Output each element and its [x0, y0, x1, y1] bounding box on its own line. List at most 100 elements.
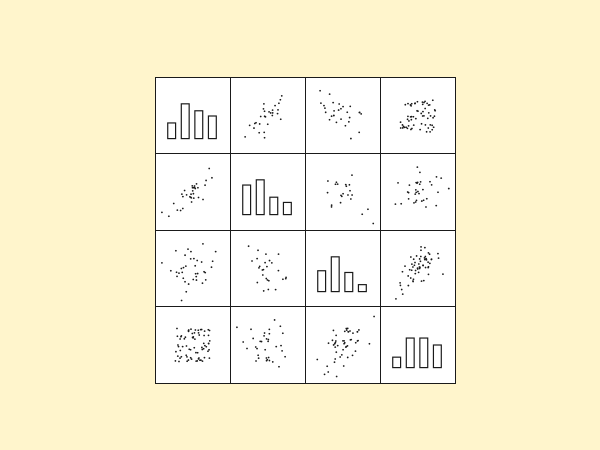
- scatter-point: [187, 282, 190, 285]
- scatter-point: [421, 100, 423, 103]
- panel-plot: [235, 319, 286, 368]
- scatter-point: [192, 346, 195, 349]
- scatter-point: [328, 92, 331, 95]
- scatter-point: [426, 260, 429, 263]
- scatter-point: [421, 110, 424, 113]
- scatter-point: [274, 288, 277, 291]
- scatter-point: [406, 284, 409, 286]
- scatter-point: [263, 348, 266, 351]
- scatter-point: [366, 208, 369, 211]
- scatter-point: [201, 198, 204, 201]
- scatter-point: [340, 195, 343, 198]
- scatter-point: [193, 185, 195, 187]
- scatter-point: [281, 332, 284, 335]
- scatter-point: [167, 215, 170, 218]
- scatter-point: [334, 334, 337, 337]
- histogram-bar: [330, 255, 340, 292]
- scatter-point: [203, 344, 206, 347]
- scatter-point: [419, 112, 422, 114]
- scatter-point: [267, 110, 270, 113]
- scatter-point: [266, 122, 269, 125]
- scatter-point: [192, 197, 195, 200]
- scatter-point: [197, 331, 199, 334]
- scatter-point: [265, 357, 267, 359]
- scatter-point: [200, 346, 203, 349]
- scatter-point: [346, 194, 349, 196]
- scatter-point: [358, 111, 361, 113]
- scatter-point: [344, 345, 347, 348]
- scatter-point: [407, 191, 409, 194]
- scatter-point: [277, 269, 279, 272]
- panel-r2-c3: [304, 153, 381, 231]
- scatter-point: [324, 110, 327, 113]
- scatter-point: [418, 267, 421, 269]
- scatter-point: [175, 209, 178, 212]
- scatter-point: [403, 264, 406, 267]
- scatter-point: [176, 355, 179, 358]
- scatter-point: [400, 288, 403, 290]
- scatter-point: [262, 107, 264, 110]
- scatter-point: [414, 191, 417, 194]
- scatter-point: [407, 119, 410, 122]
- scatter-point: [357, 329, 360, 331]
- scatter-point: [190, 201, 192, 203]
- scatter-point: [176, 344, 179, 346]
- scatter-point: [418, 257, 421, 260]
- scatter-point: [261, 273, 264, 276]
- scatter-point: [406, 102, 409, 105]
- scatter-point: [372, 315, 375, 318]
- scatter-point: [267, 356, 270, 359]
- scatter-point: [257, 266, 260, 269]
- scatter-point: [185, 193, 187, 196]
- scatter-point: [257, 131, 260, 134]
- scatter-point: [412, 201, 415, 204]
- scatter-point: [206, 350, 209, 353]
- scatter-point: [280, 94, 283, 97]
- scatter-point: [342, 339, 345, 342]
- scatter-point: [414, 117, 417, 120]
- scatter-point: [416, 100, 418, 103]
- scatter-point: [399, 284, 401, 286]
- scatter-point: [336, 183, 339, 186]
- scatter-point: [175, 327, 178, 330]
- scatter-point: [200, 328, 203, 331]
- scatter-point: [208, 339, 211, 342]
- scatter-point: [267, 328, 270, 331]
- scatter-point: [424, 266, 426, 268]
- scatter-point: [360, 213, 363, 216]
- scatter-point: [408, 268, 411, 271]
- histogram-bar: [241, 184, 251, 216]
- panel-r4-c3: [304, 306, 381, 384]
- scatter-point: [411, 265, 414, 268]
- histogram-bar: [432, 344, 442, 369]
- panel-r3-c1: [154, 229, 231, 307]
- scatter-point: [185, 356, 188, 358]
- scatter-point: [424, 206, 427, 208]
- scatter-point: [437, 256, 439, 259]
- scatter-point: [341, 105, 344, 107]
- scatter-point: [351, 332, 354, 334]
- scatter-point: [184, 264, 187, 267]
- scatter-point: [196, 186, 199, 189]
- scatter-point: [410, 127, 413, 129]
- scatter-point: [189, 257, 192, 260]
- scatter-point: [406, 114, 409, 117]
- scatter-point: [403, 103, 406, 106]
- scatter-point: [185, 360, 188, 363]
- scatter-point: [333, 358, 336, 360]
- scatter-point: [192, 257, 195, 260]
- scatter-point: [334, 340, 337, 342]
- scatter-point: [356, 339, 359, 342]
- scatter-point: [406, 117, 408, 120]
- scatter-point: [250, 259, 253, 262]
- scatter-point: [322, 104, 325, 107]
- panel-plot: [166, 102, 217, 139]
- scatter-point: [421, 188, 424, 191]
- scatter-point: [415, 109, 418, 112]
- scatter-point: [347, 120, 350, 123]
- scatter-point: [401, 292, 404, 295]
- scatter-point: [203, 356, 205, 359]
- scatter-point: [189, 193, 192, 196]
- scatter-point: [394, 203, 396, 206]
- scatter-point: [191, 189, 194, 192]
